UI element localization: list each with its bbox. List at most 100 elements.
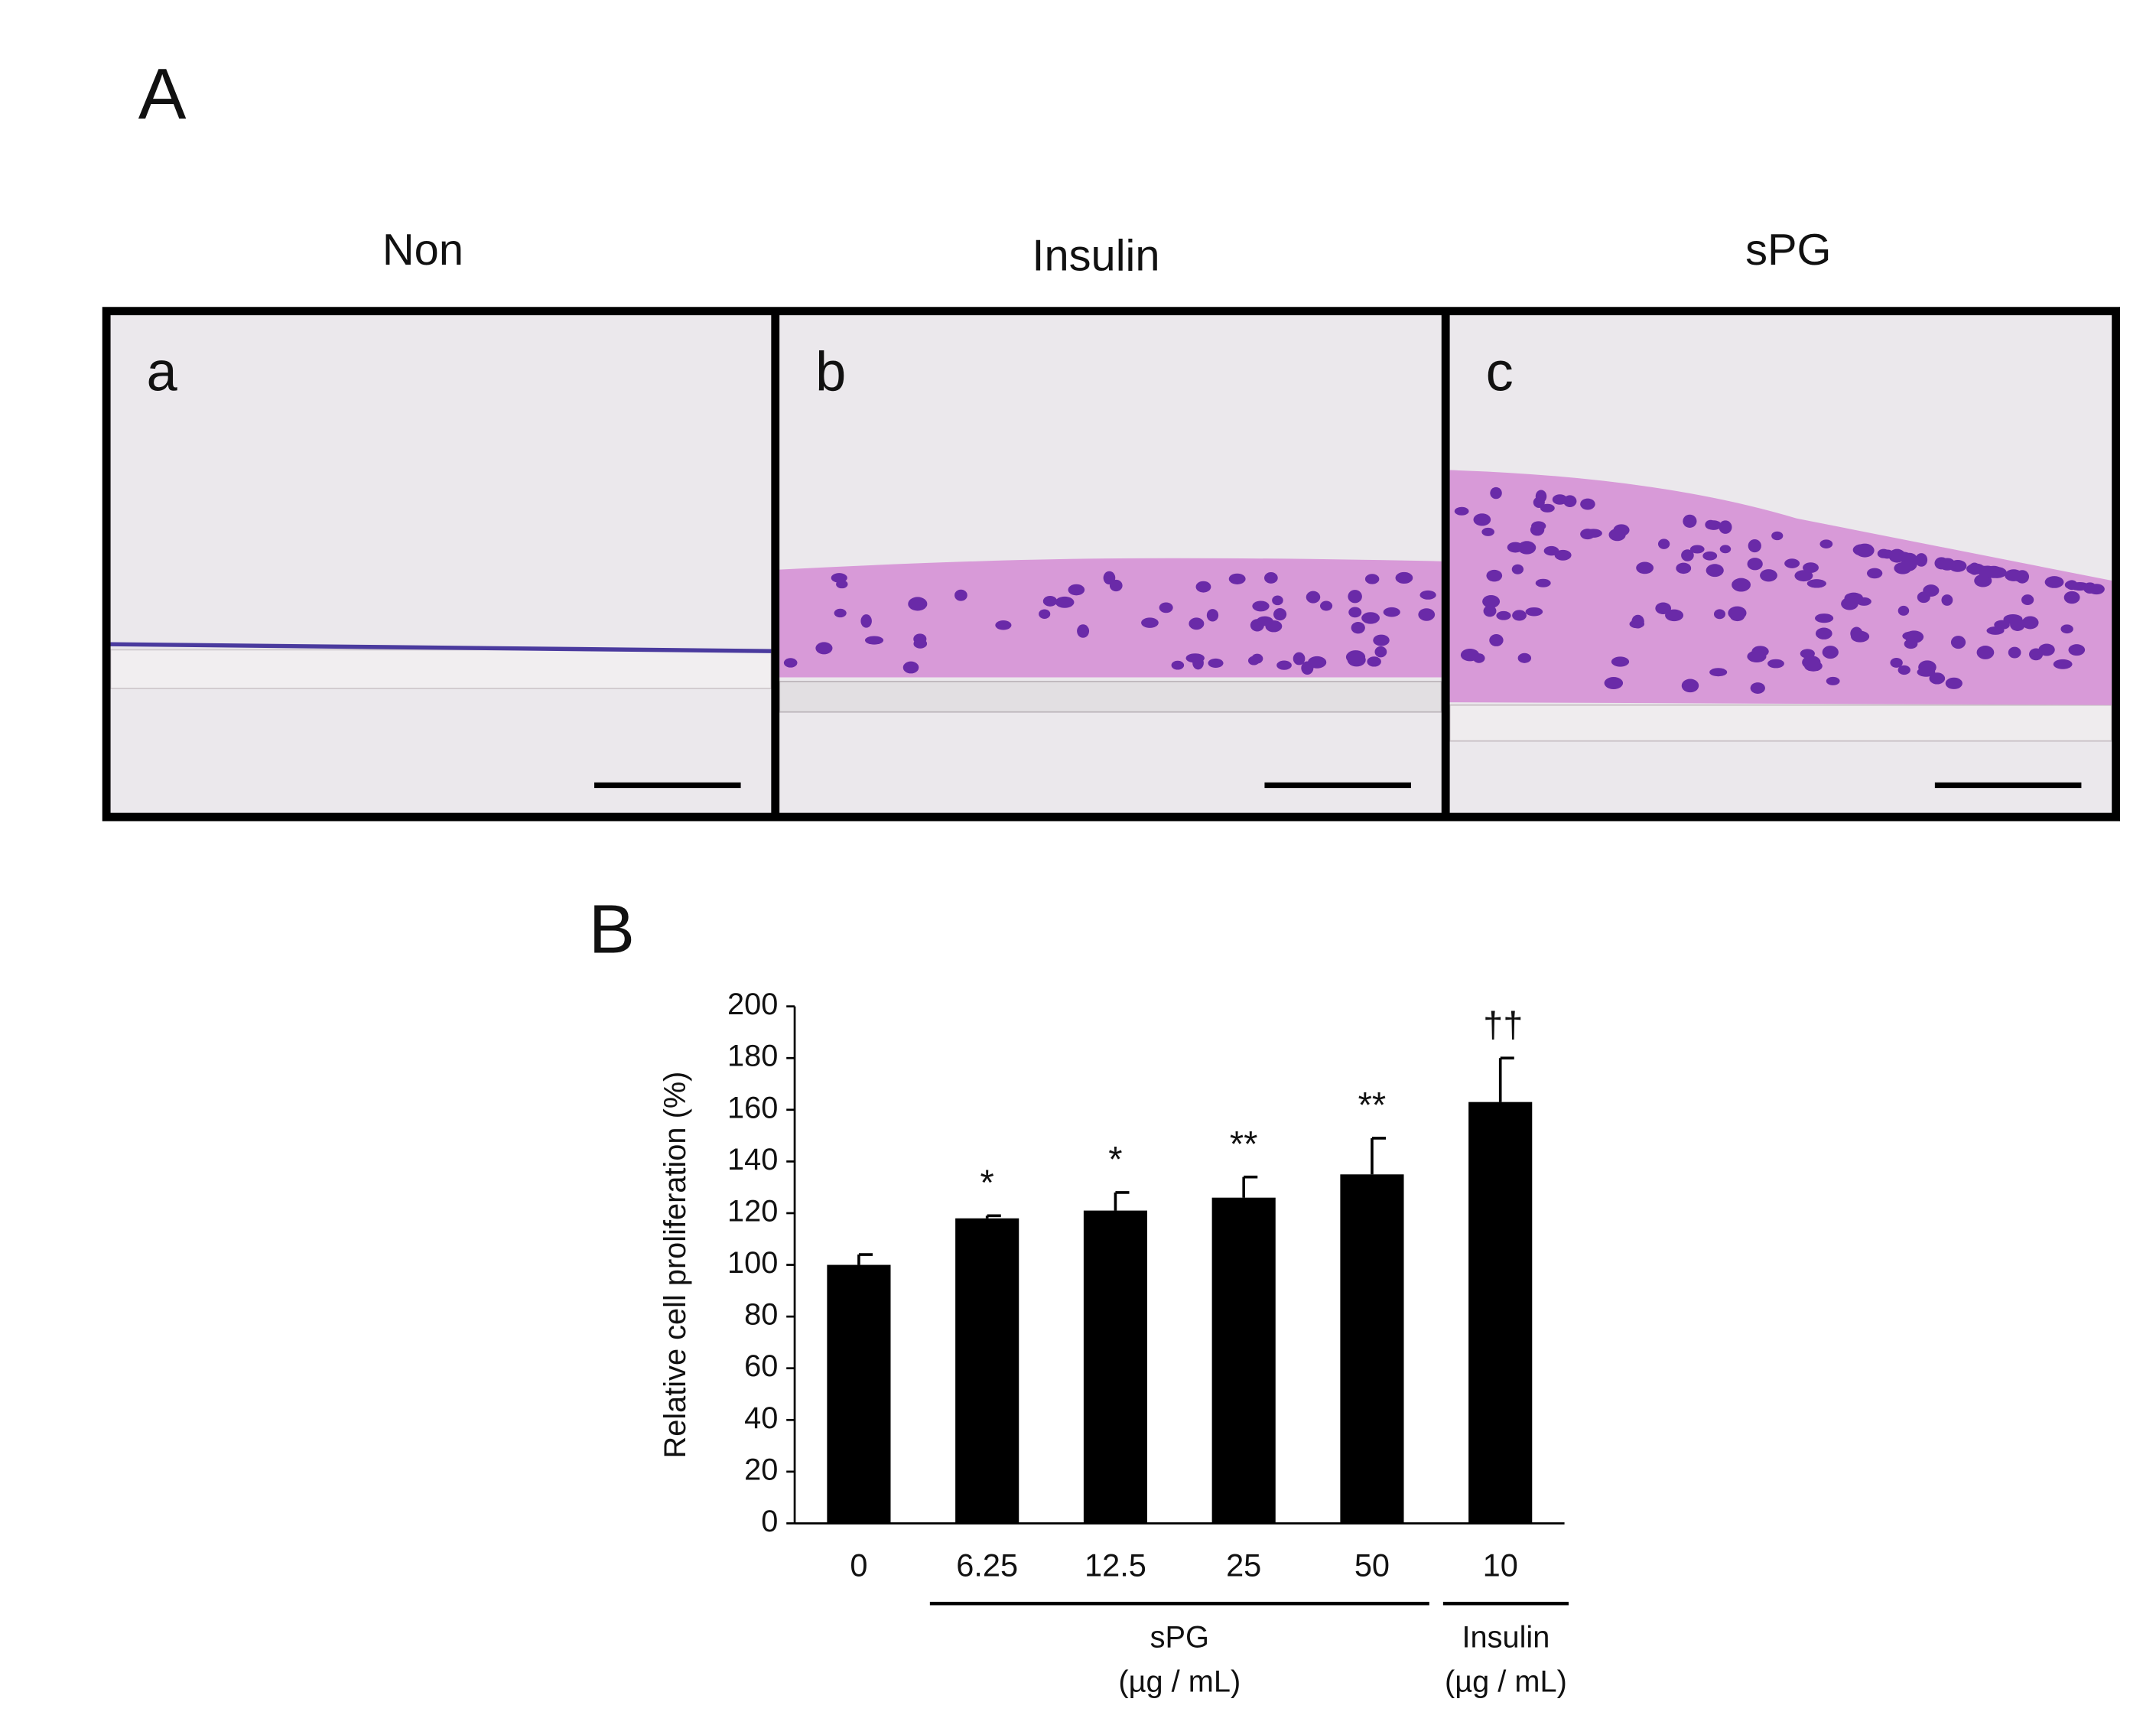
nucleus bbox=[1496, 610, 1511, 620]
nucleus bbox=[2021, 616, 2039, 630]
nucleus bbox=[1077, 624, 1090, 638]
nucleus bbox=[1929, 672, 1946, 685]
nucleus bbox=[1747, 558, 1763, 571]
nucleus bbox=[1802, 656, 1821, 669]
nucleus bbox=[1511, 564, 1524, 574]
nucleus bbox=[1771, 531, 1784, 541]
x-tick-label: 6.25 bbox=[956, 1547, 1018, 1583]
nucleus bbox=[836, 580, 848, 589]
x-tick-label: 0 bbox=[850, 1547, 867, 1583]
nucleus bbox=[1481, 527, 1494, 536]
nucleus bbox=[1535, 578, 1551, 587]
group-label: sPG bbox=[1150, 1621, 1209, 1655]
nucleus bbox=[1042, 595, 1058, 607]
nucleus bbox=[2044, 576, 2064, 588]
nucleus bbox=[1512, 610, 1527, 621]
nucleus bbox=[1483, 605, 1497, 617]
nucleus bbox=[1939, 558, 1956, 571]
nucleus bbox=[1348, 590, 1362, 604]
tissue bbox=[779, 558, 1442, 678]
nucleus bbox=[1803, 562, 1819, 574]
nucleus bbox=[1507, 542, 1524, 553]
nucleus bbox=[1608, 528, 1626, 542]
nucleus bbox=[1482, 594, 1501, 608]
nucleus bbox=[1923, 584, 1940, 597]
panel-label: B bbox=[589, 891, 635, 968]
nucleus bbox=[1195, 581, 1211, 593]
nucleus bbox=[908, 597, 928, 611]
group-label: Insulin bbox=[1462, 1621, 1550, 1655]
x-tick-label: 50 bbox=[1354, 1547, 1390, 1583]
nucleus bbox=[1890, 658, 1903, 668]
nucleus bbox=[1631, 614, 1644, 629]
nucleus bbox=[1819, 539, 1833, 549]
nucleus bbox=[2021, 594, 2034, 606]
x-tick-label: 10 bbox=[1483, 1547, 1518, 1583]
bar bbox=[1211, 1197, 1276, 1524]
nucleus bbox=[1655, 602, 1672, 614]
nucleus bbox=[1554, 549, 1572, 561]
nucleus bbox=[1306, 591, 1321, 604]
nucleus bbox=[783, 658, 798, 668]
nucleus bbox=[1611, 656, 1630, 667]
column-title: sPG bbox=[1745, 226, 1831, 275]
nucleus bbox=[1320, 600, 1333, 611]
nucleus bbox=[1540, 503, 1555, 513]
nucleus bbox=[1750, 682, 1765, 694]
nucleus bbox=[1454, 506, 1469, 516]
nucleus bbox=[1815, 613, 1834, 623]
y-tick-label: 100 bbox=[727, 1246, 778, 1280]
bar bbox=[1340, 1174, 1404, 1524]
nucleus bbox=[1702, 551, 1718, 561]
nucleus bbox=[1301, 661, 1314, 675]
cell-layer bbox=[110, 642, 772, 653]
nucleus bbox=[1171, 660, 1185, 670]
nucleus bbox=[1904, 639, 1918, 649]
nucleus bbox=[1208, 658, 1224, 668]
nucleus bbox=[2053, 659, 2073, 669]
nucleus bbox=[1530, 523, 1545, 536]
nucleus bbox=[1141, 617, 1159, 628]
panel-sublabel: c bbox=[1486, 342, 1514, 403]
y-tick-label: 40 bbox=[744, 1401, 778, 1435]
bar bbox=[1083, 1210, 1148, 1524]
nucleus bbox=[1395, 571, 1413, 584]
nucleus bbox=[2068, 644, 2086, 656]
nucleus bbox=[815, 642, 833, 655]
nucleus bbox=[1489, 634, 1504, 646]
nucleus bbox=[860, 614, 872, 628]
significance-label: * bbox=[980, 1162, 994, 1202]
group-unit: (µg / mL) bbox=[1118, 1665, 1241, 1699]
nucleus bbox=[954, 589, 967, 601]
panel-sublabel: a bbox=[147, 342, 178, 403]
y-tick-label: 20 bbox=[744, 1453, 778, 1486]
nucleus bbox=[1293, 652, 1306, 665]
nucleus bbox=[1264, 572, 1278, 584]
y-tick-label: 200 bbox=[727, 988, 778, 1021]
nucleus bbox=[1683, 514, 1697, 528]
nucleus bbox=[1517, 541, 1537, 555]
nucleus bbox=[1419, 590, 1436, 600]
nucleus bbox=[834, 608, 847, 618]
nucleus bbox=[1974, 574, 1992, 587]
panel-sublabel: b bbox=[815, 342, 846, 403]
nucleus bbox=[1490, 487, 1502, 500]
nucleus bbox=[1866, 568, 1883, 579]
nucleus bbox=[1636, 561, 1654, 574]
nucleus bbox=[1984, 565, 2004, 578]
group-unit: (µg / mL) bbox=[1445, 1665, 1567, 1699]
column-title: Non bbox=[382, 226, 463, 275]
histology-panels: a b c bbox=[102, 307, 2121, 822]
nucleus bbox=[1941, 594, 1953, 606]
nucleus bbox=[1713, 609, 1726, 620]
nucleus bbox=[1969, 562, 1981, 575]
nucleus bbox=[995, 620, 1012, 630]
nucleus bbox=[1719, 520, 1732, 534]
nucleus bbox=[1706, 564, 1724, 578]
y-tick-label: 60 bbox=[744, 1349, 778, 1383]
panel-background bbox=[110, 315, 772, 813]
nucleus bbox=[1272, 595, 1283, 606]
significance-label: ** bbox=[1358, 1085, 1387, 1125]
nucleus bbox=[1705, 519, 1716, 530]
nucleus bbox=[2029, 648, 2044, 661]
